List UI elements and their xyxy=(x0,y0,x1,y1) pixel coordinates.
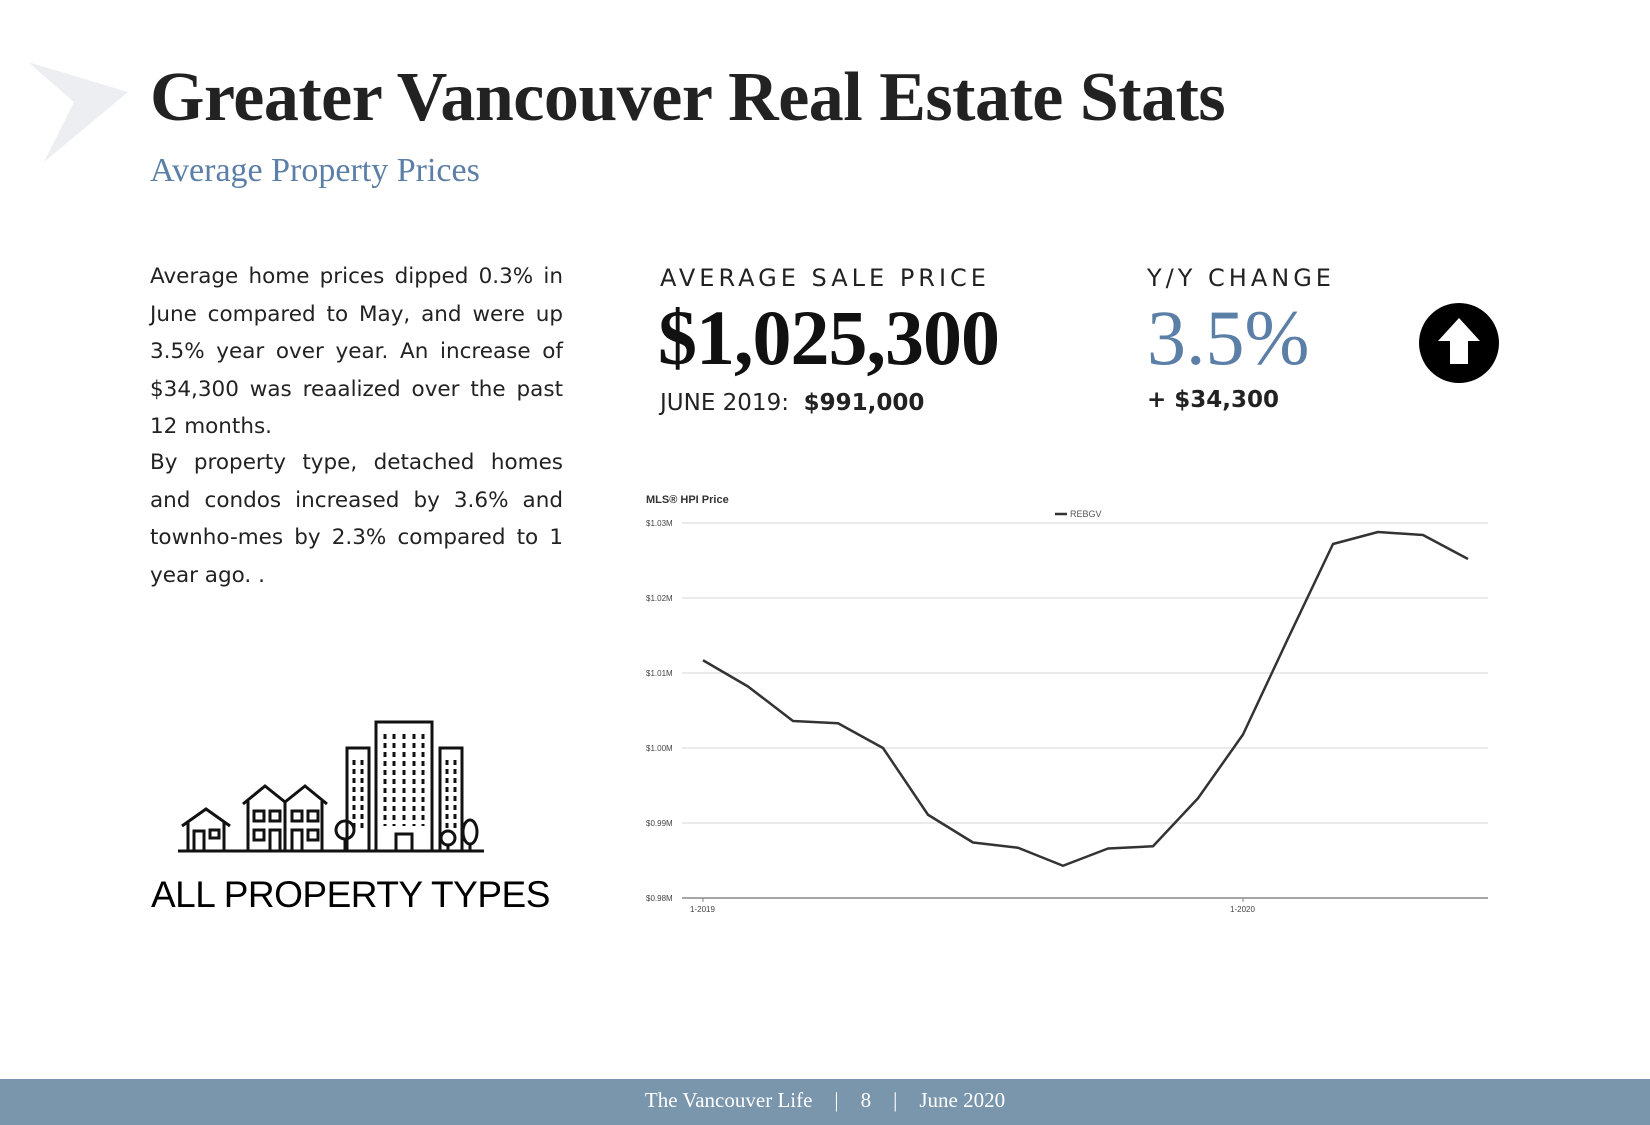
y-tick-label: $0.98M xyxy=(646,894,673,903)
property-type-paragraph: By property type, detached homes and con… xyxy=(150,450,563,588)
summary-paragraph: Average home prices dipped 0.3% in June … xyxy=(150,264,563,439)
footer-separator: | xyxy=(893,1088,898,1112)
footer-separator: | xyxy=(834,1088,839,1112)
yy-change-value: 3.5% xyxy=(1147,294,1310,381)
y-tick-label: $1.01M xyxy=(646,669,673,678)
previous-year-price: JUNE 2019: $991,000 xyxy=(660,390,924,416)
yy-change-amount: + $34,300 xyxy=(1147,387,1280,413)
legend-label: REBGV xyxy=(1070,509,1102,519)
footer-publication: The Vancouver Life xyxy=(644,1088,813,1112)
y-tick-label: $0.99M xyxy=(646,819,673,828)
average-sale-price-label: AVERAGE SALE PRICE xyxy=(660,264,990,292)
y-tick-label: $1.02M xyxy=(646,594,673,603)
yy-change-label: Y/Y CHANGE xyxy=(1147,264,1335,292)
chevron-decoration-icon xyxy=(28,62,128,162)
up-arrow-icon xyxy=(1419,303,1499,383)
footer-bar xyxy=(0,1079,1650,1125)
chart-title: MLS® HPI Price xyxy=(646,494,729,506)
average-sale-price-value: $1,025,300 xyxy=(658,294,1000,381)
footer-date: June 2020 xyxy=(919,1088,1006,1112)
series-line-rebgv xyxy=(702,530,1469,867)
previous-year-label: JUNE 2019: xyxy=(660,390,789,416)
y-tick-label: $1.03M xyxy=(646,519,673,528)
x-tick-label: 1-2019 xyxy=(690,905,715,914)
page-subtitle: Average Property Prices xyxy=(150,152,480,189)
y-tick-label: $1.00M xyxy=(646,744,673,753)
footer-text: The Vancouver Life | 8 | June 2020 xyxy=(0,1088,1650,1113)
footer-page-number: 8 xyxy=(860,1088,872,1112)
property-types-label: ALL PROPERTY TYPES xyxy=(151,874,550,915)
buildings-icon xyxy=(178,720,484,853)
page-title: Greater Vancouver Real Estate Stats xyxy=(150,59,1226,136)
previous-year-value: $991,000 xyxy=(803,390,925,416)
x-tick-label: 1-2020 xyxy=(1230,905,1255,914)
hpi-price-chart: MLS® HPI Price REBGV $0.98M $0.99M $1.00M $… xyxy=(646,494,1488,914)
